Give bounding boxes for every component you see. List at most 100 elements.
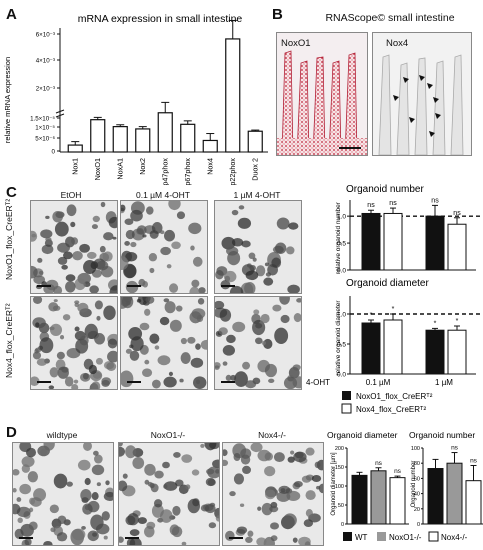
organoid xyxy=(204,443,217,451)
organoid xyxy=(215,515,219,522)
organoid xyxy=(139,322,150,331)
organoid xyxy=(278,485,291,494)
organoid xyxy=(223,449,228,457)
panel-d-number-title: Organoid number xyxy=(409,430,475,440)
organoid xyxy=(236,526,248,534)
scale-bar xyxy=(37,285,51,287)
organoid xyxy=(222,361,228,366)
bar xyxy=(447,329,467,375)
panel-b-title: RNAScope© small intestine xyxy=(325,12,455,24)
panel-c-col-etoh: EtOH xyxy=(60,190,82,200)
organoid xyxy=(290,450,295,455)
organoid xyxy=(150,483,159,493)
organoid xyxy=(229,491,236,497)
panel-a-bar xyxy=(157,112,173,153)
panel-a-xtick-label: Duox 2 xyxy=(250,158,259,181)
organoid xyxy=(136,298,142,303)
organoid xyxy=(153,499,163,508)
scale-bar xyxy=(37,381,51,383)
organoid xyxy=(197,297,205,305)
ytick-label: 1.0 xyxy=(337,214,346,221)
panel-a-xtick-label: p22phox xyxy=(228,158,237,185)
organoid xyxy=(121,370,134,388)
organoid xyxy=(52,305,61,311)
organoid xyxy=(33,488,47,502)
panel-c-charts: Organoid number relative organoid number… xyxy=(306,184,482,414)
organoid xyxy=(56,351,65,360)
organoid xyxy=(71,237,79,245)
scale-bar xyxy=(221,285,235,287)
panel-a-ytick-label: 1.5×10⁻⁵ xyxy=(30,116,55,123)
organoid xyxy=(287,284,300,293)
organoid xyxy=(109,285,117,293)
panel-c-col-01uM: 0.1 µM 4-OHT xyxy=(135,190,191,200)
legend-nox4ko-label: Nox4-/- xyxy=(441,533,468,542)
panel-a-ytick-label: 5×10⁻⁶ xyxy=(35,136,55,143)
organoid xyxy=(95,523,110,535)
organoid xyxy=(219,308,232,322)
organoid xyxy=(53,473,68,489)
panel-a-bars xyxy=(67,19,263,153)
organoid xyxy=(137,517,147,524)
organoid xyxy=(19,443,32,453)
rnascope-noxo1-label: NoxO1 xyxy=(281,38,311,49)
organoid xyxy=(94,454,103,464)
organoid xyxy=(84,477,91,486)
organoid xyxy=(215,300,225,310)
panel-a-bar xyxy=(180,123,196,153)
micrograph-d-wildtype-organoids xyxy=(13,443,113,545)
panel-a-letter: A xyxy=(6,6,17,23)
organoid xyxy=(32,351,42,360)
organoid xyxy=(62,314,71,321)
micrograph-c-noxo1-etoh xyxy=(30,200,118,294)
micrograph-d-wildtype xyxy=(12,442,114,546)
organoid xyxy=(163,484,168,489)
panel-a-xtick-label: Nox1 xyxy=(70,158,79,175)
organoid xyxy=(80,489,92,502)
panel-a-axis-break xyxy=(55,113,65,118)
organoid xyxy=(160,509,173,523)
organoid xyxy=(225,374,232,382)
organoid xyxy=(79,243,90,253)
rnascope-nox4-image xyxy=(372,32,472,156)
panel-d-diameter-plot: 0 50 100 150 200 ns ns xyxy=(335,446,409,528)
organoid xyxy=(225,530,235,541)
organoid xyxy=(252,319,266,336)
organoid xyxy=(99,245,106,253)
panel-a-title: mRNA expression in small intestine xyxy=(78,13,243,25)
organoid xyxy=(124,240,130,246)
organoid xyxy=(230,374,237,381)
organoid xyxy=(112,236,117,240)
panel-a-bar xyxy=(247,130,263,153)
organoid xyxy=(124,218,134,225)
organoid xyxy=(17,517,23,524)
panel-a-xtick-label: Nox2 xyxy=(138,158,147,175)
significance-label: ns xyxy=(389,200,397,207)
organoid xyxy=(185,484,191,490)
bar xyxy=(370,470,387,525)
organoid xyxy=(180,352,191,364)
organoid xyxy=(234,371,248,387)
organoid xyxy=(89,285,99,293)
organoid xyxy=(19,483,32,495)
organoid xyxy=(125,445,137,459)
organoid xyxy=(220,280,231,290)
organoid xyxy=(74,326,80,332)
organoid xyxy=(191,279,200,288)
organoid xyxy=(292,537,298,543)
organoid xyxy=(125,515,136,526)
organoid xyxy=(100,201,106,208)
organoid xyxy=(13,487,17,493)
organoid xyxy=(305,490,316,501)
organoid xyxy=(130,241,137,248)
organoid xyxy=(61,264,68,270)
organoid xyxy=(35,347,42,353)
panel-c-row-nox4: Nox4_flox_CreERᵀ² xyxy=(4,303,14,378)
organoid xyxy=(232,321,246,333)
organoid xyxy=(198,287,206,293)
organoid xyxy=(142,234,147,238)
organoid xyxy=(103,232,114,241)
organoid xyxy=(73,379,79,384)
scale-bar xyxy=(127,381,141,383)
organoid xyxy=(107,350,117,363)
